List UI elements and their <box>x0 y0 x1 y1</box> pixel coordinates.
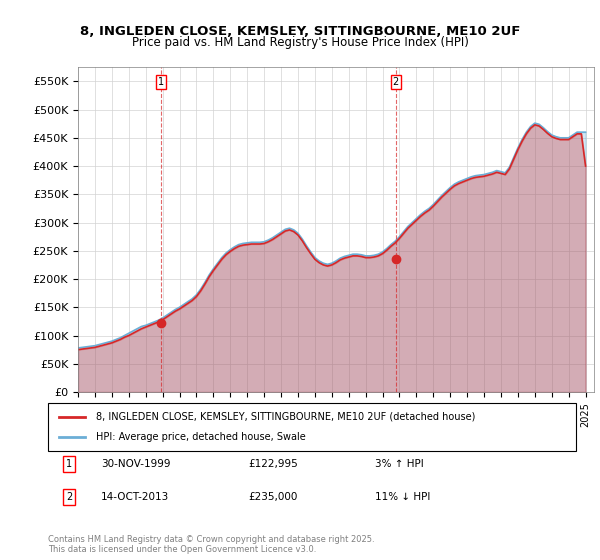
Text: 8, INGLEDEN CLOSE, KEMSLEY, SITTINGBOURNE, ME10 2UF (detached house): 8, INGLEDEN CLOSE, KEMSLEY, SITTINGBOURN… <box>95 412 475 422</box>
Text: 2: 2 <box>393 77 399 87</box>
Text: £235,000: £235,000 <box>248 492 298 502</box>
Text: 14-OCT-2013: 14-OCT-2013 <box>101 492 169 502</box>
Text: 1: 1 <box>66 459 72 469</box>
Text: 30-NOV-1999: 30-NOV-1999 <box>101 459 170 469</box>
Text: 3% ↑ HPI: 3% ↑ HPI <box>376 459 424 469</box>
Text: 2: 2 <box>66 492 72 502</box>
Text: HPI: Average price, detached house, Swale: HPI: Average price, detached house, Swal… <box>95 432 305 442</box>
Text: 8, INGLEDEN CLOSE, KEMSLEY, SITTINGBOURNE, ME10 2UF: 8, INGLEDEN CLOSE, KEMSLEY, SITTINGBOURN… <box>80 25 520 38</box>
Text: Price paid vs. HM Land Registry's House Price Index (HPI): Price paid vs. HM Land Registry's House … <box>131 36 469 49</box>
Text: 11% ↓ HPI: 11% ↓ HPI <box>376 492 431 502</box>
Text: 1: 1 <box>158 77 164 87</box>
FancyBboxPatch shape <box>48 403 576 451</box>
Text: Contains HM Land Registry data © Crown copyright and database right 2025.
This d: Contains HM Land Registry data © Crown c… <box>48 535 374 554</box>
Text: £122,995: £122,995 <box>248 459 298 469</box>
